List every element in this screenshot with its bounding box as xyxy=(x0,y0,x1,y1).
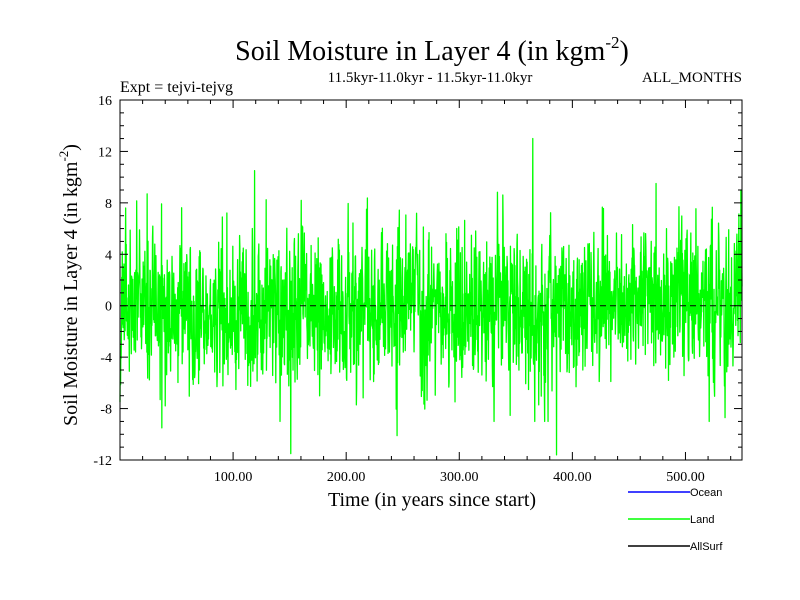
y-axis-label-close: ) xyxy=(60,144,82,151)
chart-title-close: ) xyxy=(620,36,629,67)
subtitle-center: 11.5kyr-11.0kyr - 11.5kyr-11.0kyr xyxy=(328,70,533,86)
axes-layer: 100.00 200.00 300.00 400.00 500.00 -12 -8 -4 0 4 8… xyxy=(93,94,743,485)
x-axis-label: Time (in years since start) xyxy=(328,489,536,511)
subtitle-right: ALL_MONTHS xyxy=(642,70,742,86)
x-tick-label: 100.00 xyxy=(214,470,253,485)
chart-title-main: Soil Moisture in Layer 4 (in kgm xyxy=(235,36,605,67)
y-tick-label: 8 xyxy=(105,197,112,212)
x-tick-label: 500.00 xyxy=(666,470,705,485)
chart-title-sup: -2 xyxy=(605,33,619,52)
series-land-line xyxy=(119,137,743,456)
x-tick-label: 200.00 xyxy=(327,470,366,485)
x-tick-label: 400.00 xyxy=(553,470,592,485)
x-tick-label: 300.00 xyxy=(440,470,479,485)
y-tick-label: 0 xyxy=(105,300,112,315)
legend-label-ocean: Ocean xyxy=(690,487,722,499)
y-tick-label: 4 xyxy=(105,248,112,263)
y-tick-label: -8 xyxy=(100,403,112,418)
y-axis-label-sup: -2 xyxy=(56,151,71,162)
y-tick-label: 16 xyxy=(98,94,112,109)
y-axis-label: Soil Moisture in Layer 4 (in kgm-2) xyxy=(56,144,82,426)
y-tick-label: -12 xyxy=(93,454,112,469)
legend-label-land: Land xyxy=(690,514,714,526)
legend: Ocean Land AllSurf xyxy=(628,487,723,553)
y-tick-label: 12 xyxy=(98,145,112,160)
legend-label-allsurf: AllSurf xyxy=(690,541,723,553)
subtitle-left: Expt = tejvi-tejvg xyxy=(120,79,233,96)
chart-title: Soil Moisture in Layer 4 (in kgm-2) xyxy=(235,33,629,67)
y-axis-label-main: Soil Moisture in Layer 4 (in kgm xyxy=(60,161,82,426)
y-tick-label: -4 xyxy=(100,351,112,366)
series-layer xyxy=(119,137,743,456)
